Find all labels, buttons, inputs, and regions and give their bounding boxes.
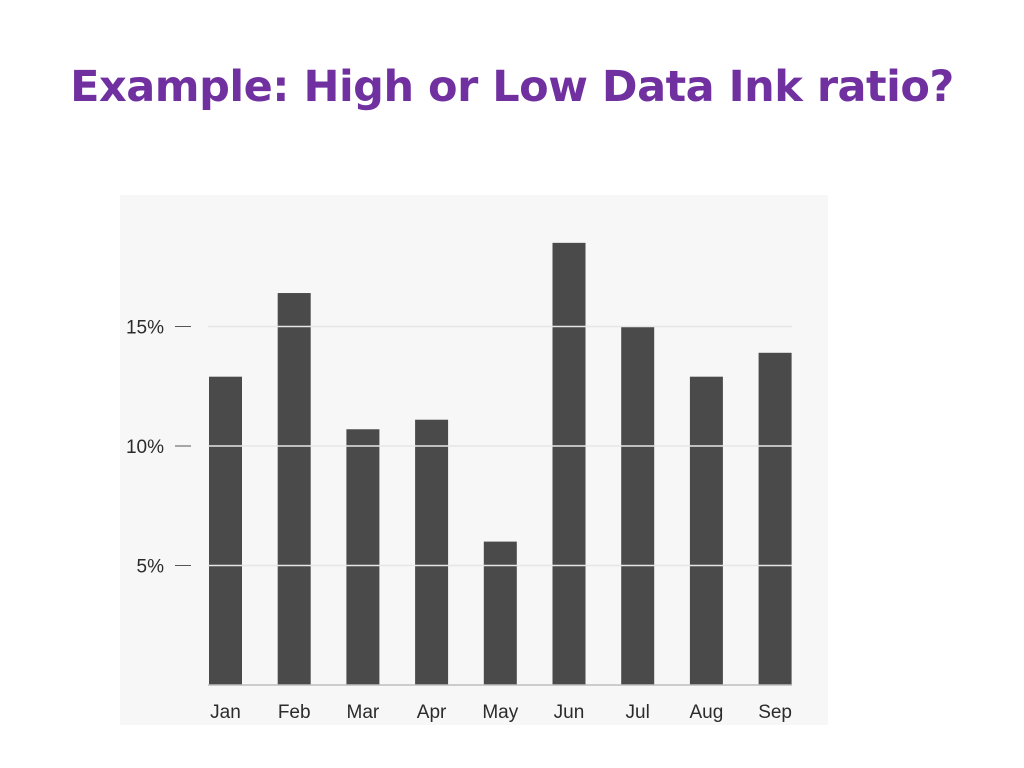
slide-title: Example: High or Low Data Ink ratio? [70, 62, 954, 112]
y-tick-label: 15% [126, 318, 164, 339]
y-tick-label: 5% [137, 557, 165, 578]
x-tick-label: Feb [278, 702, 311, 723]
bar-may [483, 541, 517, 685]
bar-jun [552, 242, 586, 685]
bar-jan [209, 376, 242, 685]
bar-sep [758, 352, 792, 685]
bar-apr [415, 419, 449, 685]
x-tick-label: May [482, 702, 518, 723]
bar-jul [621, 326, 655, 685]
bar-feb [277, 293, 311, 685]
x-tick-label: Aug [689, 702, 723, 723]
x-tick-label: Mar [347, 702, 380, 723]
x-tick-label: Apr [417, 702, 447, 723]
x-tick-label: Jul [626, 702, 650, 723]
x-tick-label: Sep [758, 702, 792, 723]
y-tick-label: 10% [126, 437, 164, 458]
bar-chart: 5% 10% 15% Jan Feb Mar Apr May Jun Jul Aug Sep [126, 242, 792, 723]
x-tick-label: Jan [210, 702, 241, 723]
bar-mar [346, 429, 380, 685]
bar-aug [689, 376, 723, 685]
x-tick-label: Jun [554, 702, 585, 723]
bar-chart-panel: 5% 10% 15% Jan Feb Mar Apr May Jun Jul Aug Sep [120, 195, 828, 725]
